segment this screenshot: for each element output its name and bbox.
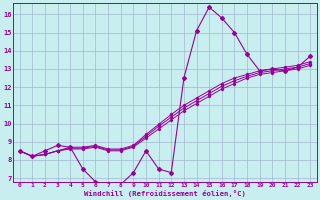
X-axis label: Windchill (Refroidissement éolien,°C): Windchill (Refroidissement éolien,°C): [84, 190, 246, 197]
